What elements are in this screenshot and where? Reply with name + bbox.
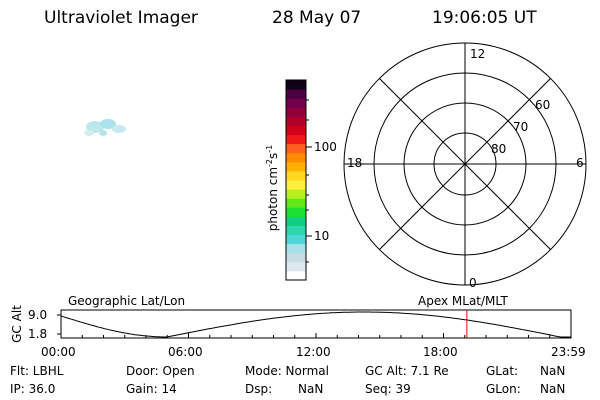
- colorbar-segment: [286, 216, 306, 226]
- observation-date: 28 May 07: [272, 8, 362, 28]
- colorbar-segment: [286, 116, 306, 126]
- colorbar: [286, 80, 306, 281]
- track-y-top: 9.0: [28, 308, 48, 322]
- info-dsp-value: NaN: [298, 382, 324, 396]
- colorbar-segment: [286, 234, 306, 245]
- colorbar-segment: [286, 189, 306, 199]
- track-y-bottom: 1.8: [28, 327, 48, 341]
- colorbar-segment: [286, 134, 306, 145]
- instrument-title: Ultraviolet Imager: [44, 8, 198, 28]
- colorbar-segment: [286, 152, 306, 163]
- colorbar-segment: [286, 252, 306, 263]
- colorbar-label-10: 10: [314, 229, 330, 243]
- mlt-label-0: 0: [469, 276, 477, 290]
- track-x-tick-4: 23:59: [551, 345, 586, 359]
- colorbar-segment: [286, 243, 306, 254]
- info-ip: IP: 36.0: [10, 382, 56, 396]
- info-glon-value: NaN: [540, 382, 566, 396]
- colorbar-segment: [286, 143, 306, 154]
- colorbar-segment: [286, 170, 306, 181]
- info-glon-label: GLon:: [486, 382, 521, 396]
- mlat-label-60: 60: [535, 98, 551, 112]
- info-gain: Gain: 14: [126, 382, 177, 396]
- info-gcalt: GC Alt: 7.1 Re: [365, 364, 449, 378]
- colorbar-label-100: 100: [314, 140, 337, 154]
- track-right-title: Apex MLat/MLT: [418, 294, 508, 308]
- info-flt: Flt: LBHL: [10, 364, 64, 378]
- gc-altitude-curve: [60, 311, 571, 338]
- track-y-axis-label: GC Alt: [10, 305, 24, 343]
- track-x-tick-2: 12:00: [296, 345, 331, 359]
- mlt-label-18: 18: [347, 156, 363, 170]
- colorbar-segment: [286, 125, 306, 136]
- colorbar-segment: [286, 225, 306, 236]
- colorbar-units: photon cm-2s-1: [265, 144, 280, 232]
- mlat-label-80: 80: [491, 142, 507, 156]
- track-x-tick-0: 00:00: [41, 345, 76, 359]
- colorbar-segment: [286, 80, 306, 90]
- mlt-label-12: 12: [470, 47, 486, 61]
- info-dsp-label: Dsp:: [245, 382, 273, 396]
- track-x-tick-3: 18:00: [423, 345, 458, 359]
- colorbar-segment: [286, 180, 306, 190]
- mlt-label-6: 6: [576, 156, 584, 170]
- mlat-label-70: 70: [513, 120, 529, 134]
- info-glat-label: GLat:: [486, 364, 519, 378]
- colorbar-segment: [286, 270, 306, 281]
- colorbar-segment: [286, 161, 306, 172]
- info-door: Door: Open: [126, 364, 195, 378]
- colorbar-segment: [286, 89, 306, 99]
- track-left-title: Geographic Lat/Lon: [68, 294, 186, 308]
- colorbar-segment: [286, 207, 306, 217]
- info-glat-value: NaN: [540, 364, 566, 378]
- colorbar-segment: [286, 107, 306, 117]
- track-x-tick-1: 06:00: [168, 345, 203, 359]
- aurora-image: [84, 119, 126, 136]
- info-mode: Mode: Normal: [245, 364, 329, 378]
- colorbar-segment: [286, 98, 306, 108]
- polar-grid: [343, 42, 587, 286]
- observation-time: 19:06:05 UT: [432, 8, 537, 28]
- colorbar-segment: [286, 261, 306, 272]
- info-seq: Seq: 39: [365, 382, 411, 396]
- colorbar-segment: [286, 198, 306, 208]
